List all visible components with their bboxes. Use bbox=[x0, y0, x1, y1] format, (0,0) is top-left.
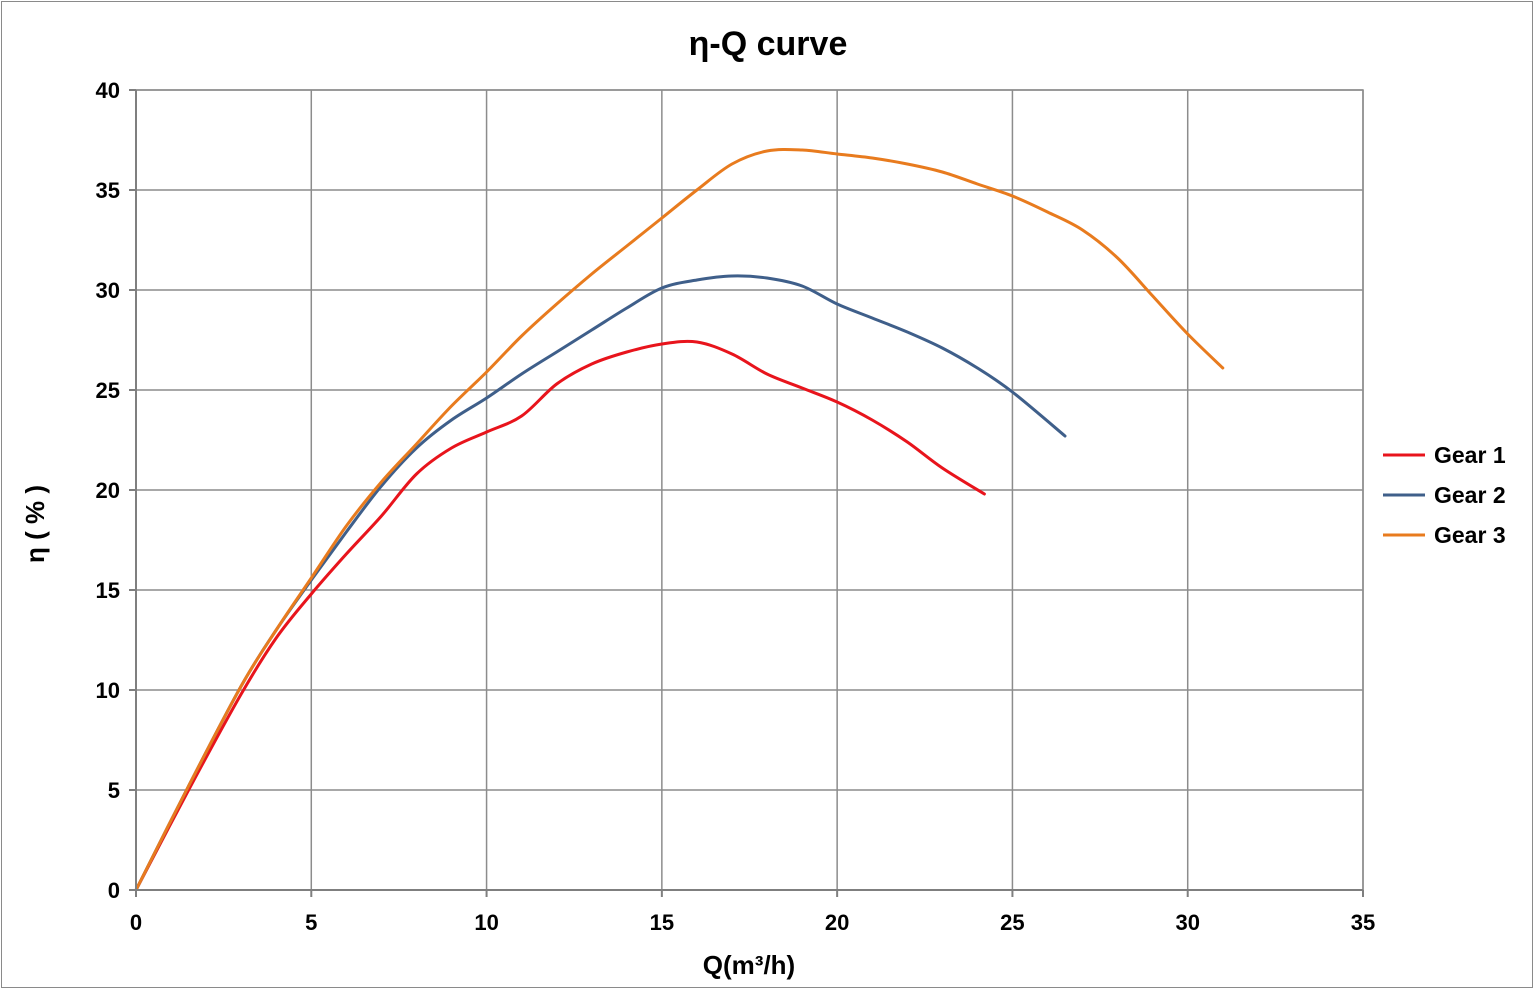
y-tick-label: 40 bbox=[96, 78, 120, 103]
y-tick-label: 35 bbox=[96, 178, 120, 203]
series-line-gear-2 bbox=[134, 274, 1067, 892]
grid-layer bbox=[135, 89, 1364, 891]
y-tick-label: 10 bbox=[96, 678, 120, 703]
legend: Gear 1 Gear 2 Gear 3 bbox=[1383, 442, 1506, 548]
x-tick-label: 15 bbox=[650, 910, 674, 935]
legend-label-gear-2: Gear 2 bbox=[1434, 482, 1506, 508]
legend-label-gear-3: Gear 3 bbox=[1434, 522, 1506, 548]
x-tick-label: 5 bbox=[305, 910, 317, 935]
x-tick-label: 30 bbox=[1175, 910, 1199, 935]
series-line-gear-1 bbox=[134, 339, 986, 892]
legend-label-gear-1: Gear 1 bbox=[1434, 442, 1506, 468]
x-tick-label: 35 bbox=[1351, 910, 1375, 935]
y-tick-label: 20 bbox=[96, 478, 120, 503]
y-tick-label: 5 bbox=[108, 778, 120, 803]
x-tick-label: 25 bbox=[1000, 910, 1024, 935]
y-axis-title: η ( % ) bbox=[20, 485, 50, 563]
y-tick-label: 15 bbox=[96, 578, 120, 603]
chart-title: η-Q curve bbox=[689, 25, 848, 63]
x-axis-title: Q(m³/h) bbox=[703, 950, 795, 980]
series-line-gear-3 bbox=[134, 147, 1225, 892]
axis-layer: 0 5 10 15 20 25 30 35 0 5 10 15 20 25 30 35 40 bbox=[96, 78, 1376, 935]
x-tick-label: 10 bbox=[474, 910, 498, 935]
y-tick-label: 25 bbox=[96, 378, 120, 403]
y-tick-label: 30 bbox=[96, 278, 120, 303]
x-tick-label: 20 bbox=[825, 910, 849, 935]
x-tick-label: 0 bbox=[130, 910, 142, 935]
y-tick-label: 0 bbox=[108, 878, 120, 903]
series-layer bbox=[134, 147, 1225, 892]
